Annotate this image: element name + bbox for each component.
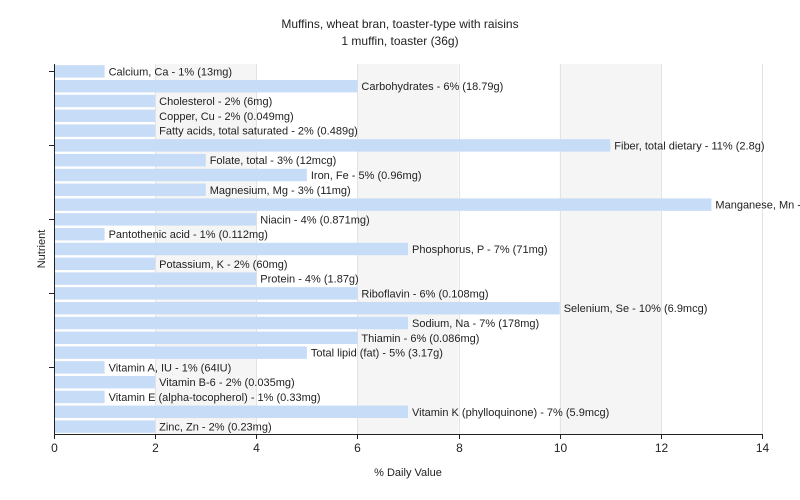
bar-label: Iron, Fe - 5% (0.96mg) xyxy=(311,170,422,182)
x-tick-label: 6 xyxy=(354,441,361,455)
x-tick-label: 4 xyxy=(253,441,260,455)
x-tick-label: 12 xyxy=(655,441,669,455)
bar-label: Vitamin B-6 - 2% (0.035mg) xyxy=(159,377,295,389)
bar-label: Selenium, Se - 10% (6.9mcg) xyxy=(564,303,708,315)
chart-subtitle: 1 muffin, toaster (36g) xyxy=(341,34,458,48)
bar-label: Magnesium, Mg - 3% (11mg) xyxy=(210,185,351,197)
bar-label: Protein - 4% (1.87g) xyxy=(260,274,358,286)
x-tick-label: 10 xyxy=(554,441,568,455)
bar xyxy=(55,65,105,78)
bar xyxy=(55,375,156,389)
bar xyxy=(55,168,307,182)
bar-label: Vitamin E (alpha-tocopherol) - 1% (0.33m… xyxy=(109,392,321,404)
bar xyxy=(55,109,156,123)
bar xyxy=(55,213,257,226)
grid-band xyxy=(559,64,661,434)
bar-label: Carbohydrates - 6% (18.79g) xyxy=(361,81,503,93)
bar xyxy=(55,94,156,108)
bar xyxy=(55,272,257,285)
bar-label: Calcium, Ca - 1% (13mg) xyxy=(109,66,232,78)
bar-label: Potassium, K - 2% (60mg) xyxy=(159,259,287,271)
y-axis-title: Nutrient xyxy=(36,230,48,269)
bar-label: Zinc, Zn - 2% (0.23mg) xyxy=(159,422,271,434)
bar-label: Cholesterol - 2% (6mg) xyxy=(159,96,272,108)
bar-label: Fiber, total dietary - 11% (2.8g) xyxy=(614,140,764,152)
bar xyxy=(55,124,156,137)
bars-group: Calcium, Ca - 1% (13mg) Carbohydrates - 6… xyxy=(55,65,800,434)
bar xyxy=(55,227,105,241)
bar xyxy=(55,242,408,256)
bar xyxy=(55,139,611,152)
bar xyxy=(55,390,105,404)
bar xyxy=(55,153,206,167)
bar-label: Phosphorus, P - 7% (71mg) xyxy=(412,244,548,256)
bar-label: Fatty acids, total saturated - 2% (0.489… xyxy=(159,126,358,138)
bar-label: Manganese, Mn - 13% (0.257mg) xyxy=(715,200,800,212)
x-tick-label: 2 xyxy=(152,441,159,455)
bar-label: Niacin - 4% (0.871mg) xyxy=(260,214,369,226)
bar xyxy=(55,420,156,433)
bar-label: Total lipid (fat) - 5% (3.17g) xyxy=(311,348,443,360)
x-tick-label: 14 xyxy=(756,441,770,455)
x-tick-label: 8 xyxy=(456,441,463,455)
bar-label: Pantothenic acid - 1% (0.112mg) xyxy=(109,229,268,241)
y-ticks-group xyxy=(49,71,54,368)
bar xyxy=(55,331,358,345)
axes-group xyxy=(54,64,762,435)
bar xyxy=(55,183,206,197)
x-axis-title: % Daily Value xyxy=(374,467,442,479)
chart-title: Muffins, wheat bran, toaster-type with r… xyxy=(281,17,518,31)
bar-label: Copper, Cu - 2% (0.049mg) xyxy=(159,111,294,123)
bar xyxy=(55,301,560,315)
bar xyxy=(55,346,307,359)
bar-label: Sodium, Na - 7% (178mg) xyxy=(412,318,539,330)
bar-label: Vitamin A, IU - 1% (64IU) xyxy=(109,362,232,374)
bar-label: Vitamin K (phylloquinone) - 7% (5.9mcg) xyxy=(412,407,609,419)
x-tick-label: 0 xyxy=(51,441,58,455)
bar-label: Folate, total - 3% (12mcg) xyxy=(210,155,337,167)
x-ticks-group: 0 2 4 6 8 10 12 14 xyxy=(51,434,769,455)
bar xyxy=(55,361,105,374)
bar-label: Riboflavin - 6% (0.108mg) xyxy=(361,288,488,300)
bar xyxy=(55,198,712,211)
bar xyxy=(55,257,156,271)
bar xyxy=(55,405,408,419)
bar xyxy=(55,287,358,300)
bar xyxy=(55,316,408,330)
bar-label: Thiamin - 6% (0.086mg) xyxy=(361,333,479,345)
bar xyxy=(55,79,358,93)
